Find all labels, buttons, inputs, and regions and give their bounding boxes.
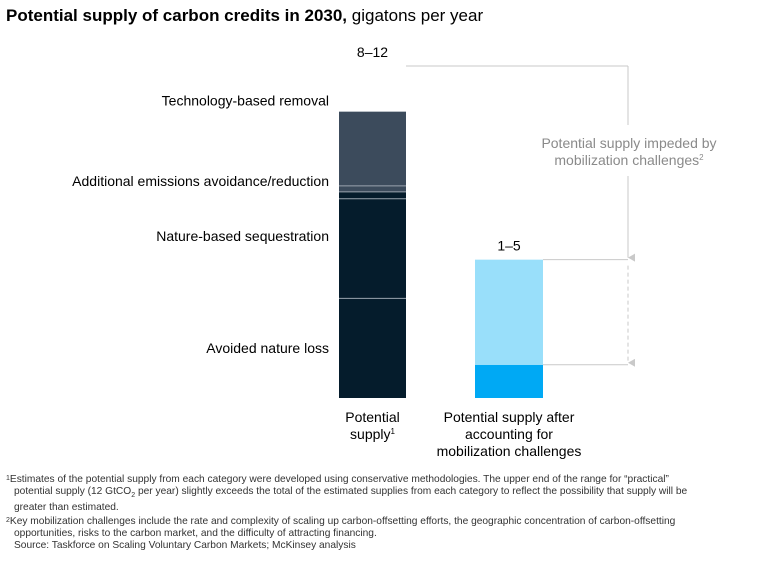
- bar-segment-low-estimate: [475, 364, 543, 398]
- footnotes: 1Estimates of the potential supply from …: [6, 473, 768, 552]
- source-note: Source: Taskforce on Scaling Voluntary C…: [14, 540, 356, 552]
- footnote-1: 1Estimates of the potential supply from …: [6, 474, 669, 485]
- bar-range-label: 1–5: [497, 238, 521, 254]
- bar-category-label: Potential supply after: [444, 409, 575, 425]
- annotation-label: Potential supply impeded by: [541, 135, 716, 151]
- bar-range-label: 8–12: [357, 44, 388, 60]
- segment-label: Avoided nature loss: [206, 340, 329, 356]
- bar-segment-additional-emissions-avoidance-reduction: [339, 191, 406, 199]
- segment-label: Nature-based sequestration: [156, 228, 329, 244]
- bar-segment-nature-based-sequestration: [339, 198, 406, 299]
- annotation-label: mobilization challenges2: [554, 152, 704, 168]
- bar-category-label: supply1: [350, 426, 395, 442]
- footnote-2: 2Key mobilization challenges include the…: [6, 515, 676, 527]
- bars-layer: [339, 111, 543, 398]
- segment-label: Technology-based removal: [162, 93, 329, 109]
- segment-label: Additional emissions avoidance/reduction: [72, 173, 329, 189]
- chart-title-unit: gigatons per year: [347, 6, 484, 25]
- bar-segment-technology-based-removal: [339, 111, 406, 192]
- chart-title: Potential supply of carbon credits in 20…: [6, 6, 483, 26]
- annotation-layer: Potential supply impeded bymobilization …: [406, 65, 717, 367]
- footnote-2-cont: opportunities, risks to the carbon marke…: [14, 527, 377, 539]
- bar-category-label: accounting for: [465, 426, 553, 442]
- chart-title-bold: Potential supply of carbon credits in 20…: [6, 6, 348, 25]
- bar-segment-avoided-nature-loss: [339, 298, 406, 398]
- bar-segment-upper-range: [475, 259, 543, 365]
- bar-category-label: Potential: [345, 409, 399, 425]
- footnote-1-cont: potential supply (12 GtCO2 per year) sli…: [14, 486, 688, 500]
- footnote-1-end: greater than estimated.: [14, 502, 119, 514]
- bar-category-label: mobilization challenges: [437, 443, 582, 459]
